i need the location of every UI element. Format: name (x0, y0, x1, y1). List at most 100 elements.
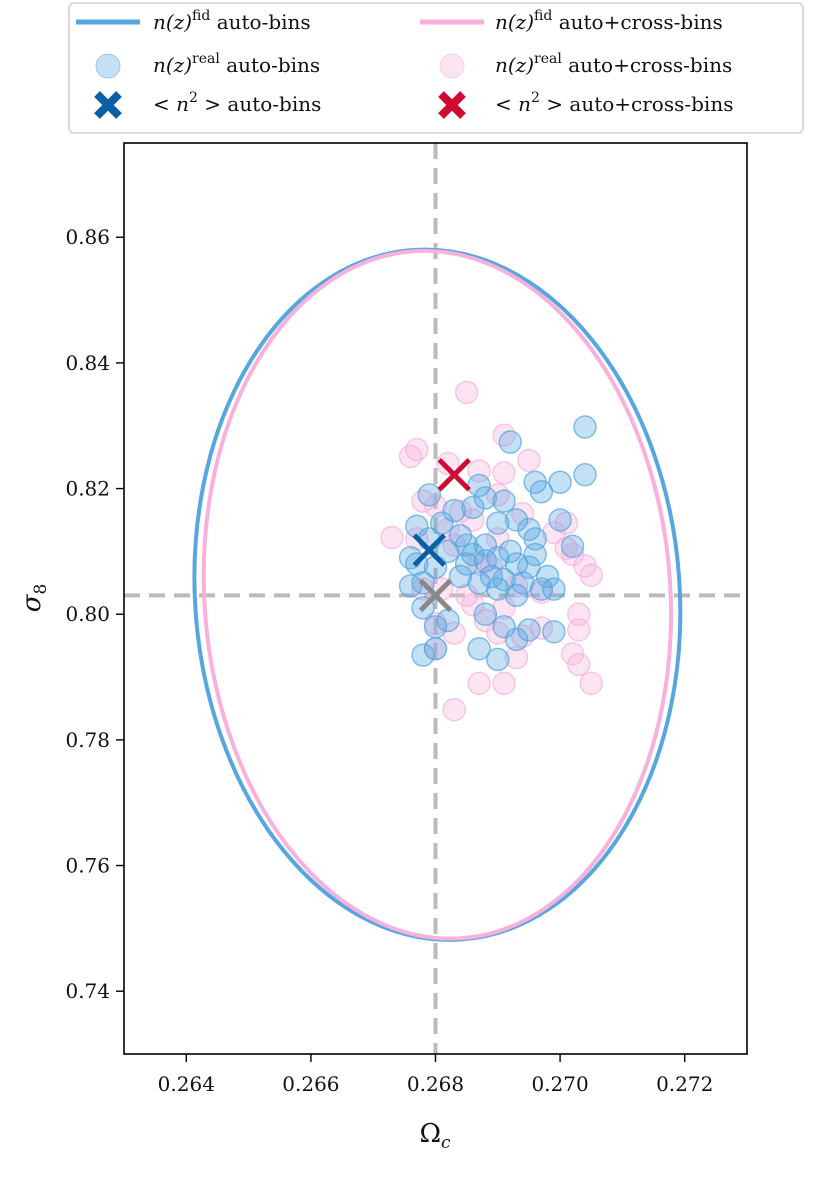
x-tick-label: 0.268 (407, 1072, 464, 1096)
scatter-point (486, 545, 510, 570)
x-axis: 0.264 0.266 0.268 0.270 0.272 (158, 1054, 713, 1096)
x-tick-label: 0.272 (656, 1072, 713, 1096)
scatter-point (517, 618, 541, 642)
y-tick-label: 0.84 (65, 351, 110, 375)
scatter-point (405, 437, 429, 462)
scatter-point (492, 596, 516, 620)
scatter-point (467, 671, 491, 696)
legend-item: n(z)fid auto+cross-bins (420, 8, 723, 34)
x-axis-label: Ωc (419, 1119, 451, 1153)
scatter-point (554, 511, 579, 535)
scatter-point (461, 508, 485, 532)
scatter-point (467, 473, 491, 498)
legend-item: < n2 > auto+cross-bins (438, 90, 733, 119)
scatter-point (436, 608, 460, 633)
scatter-point (454, 380, 479, 405)
scatter-point (486, 647, 510, 672)
scatter-point (430, 511, 454, 535)
scatter-point (504, 583, 529, 608)
scatter-point (579, 563, 603, 587)
fiducial-marker-stroke (418, 578, 453, 613)
scatter-point (523, 542, 547, 567)
series-auto (398, 415, 597, 672)
x-tick-label: 0.270 (531, 1072, 588, 1096)
scatter-point (448, 523, 473, 548)
scatter-point (492, 671, 516, 696)
scatter-point (542, 577, 566, 601)
y-axis-label: σ8 (17, 584, 51, 613)
mean-marker-auto-stroke (412, 533, 447, 567)
legend-dot-icon (439, 53, 465, 79)
x-tick-label: 0.266 (282, 1072, 339, 1096)
scatter-point (504, 508, 529, 532)
legend-label: n(z)fid auto-bins (153, 8, 311, 34)
legend-label: n(z)real auto-bins (153, 51, 320, 77)
scatter-point (442, 621, 466, 645)
mean-marker-auto (412, 533, 447, 567)
legend-item: n(z)fid auto-bins (76, 8, 311, 34)
mean-marker-cross (437, 457, 471, 492)
x-tick-label: 0.264 (158, 1072, 215, 1096)
mean-marker-cross-stroke (437, 457, 471, 492)
scatter-point (423, 637, 448, 661)
scatter-point (473, 486, 498, 510)
legend-label: n(z)real auto+cross-bins (495, 51, 732, 77)
scatter-point (529, 577, 554, 601)
y-tick-label: 0.80 (65, 602, 110, 626)
scatter-point (567, 618, 591, 642)
scatter-point (542, 520, 566, 545)
scatter-point (436, 539, 460, 564)
scatter-point (548, 508, 572, 532)
scatter-point (486, 577, 510, 601)
scatter-point (411, 643, 435, 667)
scatter-point (492, 489, 516, 513)
legend: n(z)fid auto-bins n(z)fid auto+cross-bins… (68, 2, 804, 134)
scatter-point (579, 671, 603, 696)
scatter-point (473, 533, 498, 557)
y-axis: 0.74 0.76 0.78 0.80 0.82 0.84 0.86 (65, 225, 124, 1003)
scatter-point (461, 495, 485, 520)
scatter-point (529, 479, 554, 504)
scatter-point (398, 444, 423, 469)
scatter-point (467, 571, 491, 595)
scatter-point (548, 470, 572, 494)
legend-cross-icon (94, 91, 122, 119)
legend-label: n(z)fid auto+cross-bins (495, 8, 723, 34)
legend-label: < n2 > auto-bins (153, 90, 321, 116)
scatter-point (573, 463, 597, 487)
scatter-point (380, 525, 404, 550)
y-tick-label: 0.86 (65, 225, 110, 249)
scatter-point (486, 511, 510, 535)
scatter-point (461, 593, 485, 617)
legend-item: < n2 > auto-bins (94, 90, 321, 119)
scatter-point (511, 501, 535, 526)
fiducial-marker (418, 578, 453, 613)
plot-area (124, 143, 747, 1054)
scatter-point (486, 621, 510, 645)
scatter-point (498, 430, 522, 454)
scatter-point (473, 602, 498, 626)
scatter-point (442, 498, 466, 523)
ellipse-cross (201, 248, 674, 941)
legend-label: < n2 > auto+cross-bins (495, 90, 733, 116)
y-tick-label: 0.76 (65, 854, 110, 878)
scatter-point (517, 448, 541, 472)
y-tick-label: 0.78 (65, 728, 110, 752)
legend-box (68, 2, 804, 134)
scatter-point (517, 555, 541, 579)
scatter-point (567, 652, 591, 677)
scatter-point (492, 461, 516, 485)
scatter-point (560, 534, 585, 559)
scatter-point (504, 645, 529, 670)
scatter-point (436, 451, 460, 476)
scatter-point (498, 539, 522, 564)
scatter-point (492, 615, 516, 639)
legend-item: n(z)real auto+cross-bins (439, 51, 732, 79)
scatter-point (542, 620, 566, 644)
scatter-point (504, 627, 529, 652)
scatter-point (473, 608, 498, 633)
legend-cross-icon (438, 91, 466, 119)
scatter-point (511, 571, 535, 595)
scatter-point (467, 637, 491, 661)
